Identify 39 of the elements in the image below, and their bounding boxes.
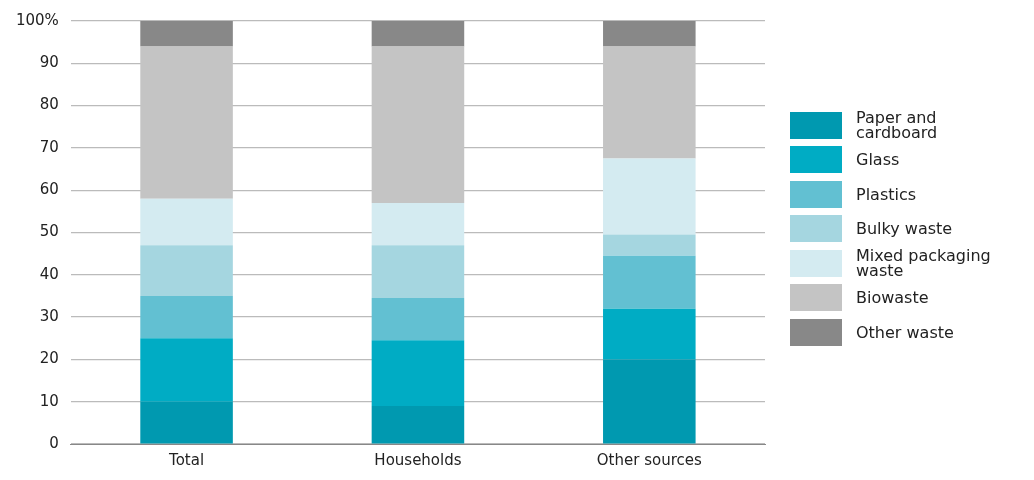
bar [371, 202, 465, 246]
x-tick-label: Total [168, 450, 205, 469]
y-tick-label: 10 [39, 391, 59, 410]
bar [140, 295, 233, 339]
bar [371, 340, 465, 406]
y-tick-label: 30 [39, 306, 59, 325]
bar [603, 158, 696, 235]
legend-label: Plastics [856, 184, 918, 204]
y-tick-label: 100% [15, 10, 59, 29]
bar [371, 405, 465, 444]
bar [140, 401, 233, 444]
legend-label: Bulky waste [856, 219, 954, 239]
x-tick-label: Other sources [596, 450, 702, 469]
legend-label: Glass [856, 150, 901, 170]
y-tick-label: 70 [39, 137, 59, 156]
y-tick-label: 80 [39, 95, 59, 114]
legend-label: Mixed packaging waste [856, 246, 992, 281]
y-tick-label: 60 [39, 180, 59, 199]
legend-label: Other waste [856, 322, 955, 342]
bar [603, 21, 696, 47]
bar [140, 198, 233, 246]
y-tick-label: 20 [39, 349, 59, 368]
bar [603, 255, 696, 309]
bar [603, 234, 696, 256]
bar [603, 359, 696, 444]
x-tick-label: Households [374, 450, 462, 469]
y-tick-label: 50 [39, 222, 59, 241]
y-tick-label: 40 [39, 264, 59, 283]
bar [371, 245, 465, 299]
bar [140, 245, 233, 296]
y-tick-label: 0 [49, 433, 59, 452]
bar [140, 21, 233, 47]
legend-label: Paper and cardboard [856, 108, 939, 143]
bar [603, 308, 696, 360]
bar [140, 338, 233, 402]
legend-label: Biowaste [856, 288, 930, 308]
y-tick-label: 90 [39, 53, 59, 72]
bar [371, 298, 465, 341]
bar [371, 21, 465, 47]
